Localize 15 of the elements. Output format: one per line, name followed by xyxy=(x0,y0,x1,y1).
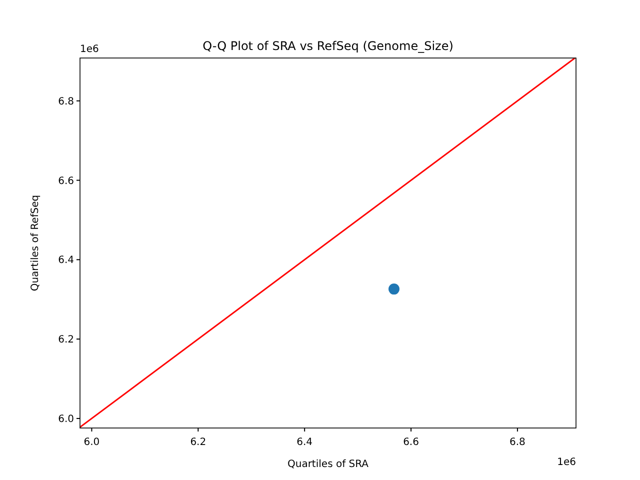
y-tick-label: 6.4 xyxy=(58,255,74,266)
text: 1e6 xyxy=(557,457,576,468)
y-tick-label: 6.6 xyxy=(58,176,74,187)
y-tick-label: 6.2 xyxy=(58,334,74,346)
x-tick-label: 6.6 xyxy=(403,437,419,448)
x-tick-label: 6.4 xyxy=(296,437,313,448)
chart-title: Q-Q Plot of SRA vs RefSeq (Genome_Size) xyxy=(202,39,454,53)
y-tick-label: 6.0 xyxy=(58,414,74,425)
y-axis-title: Quartiles of RefSeq xyxy=(30,194,41,292)
x-tick-label: 6.0 xyxy=(84,437,100,448)
x-tick-label: 6.8 xyxy=(510,437,526,448)
x-axis-title: Quartiles of SRA xyxy=(287,459,369,470)
text: 1e6 xyxy=(80,44,99,55)
x-tick-label: 6.2 xyxy=(190,437,206,448)
y-tick-label: 6.8 xyxy=(58,96,74,108)
